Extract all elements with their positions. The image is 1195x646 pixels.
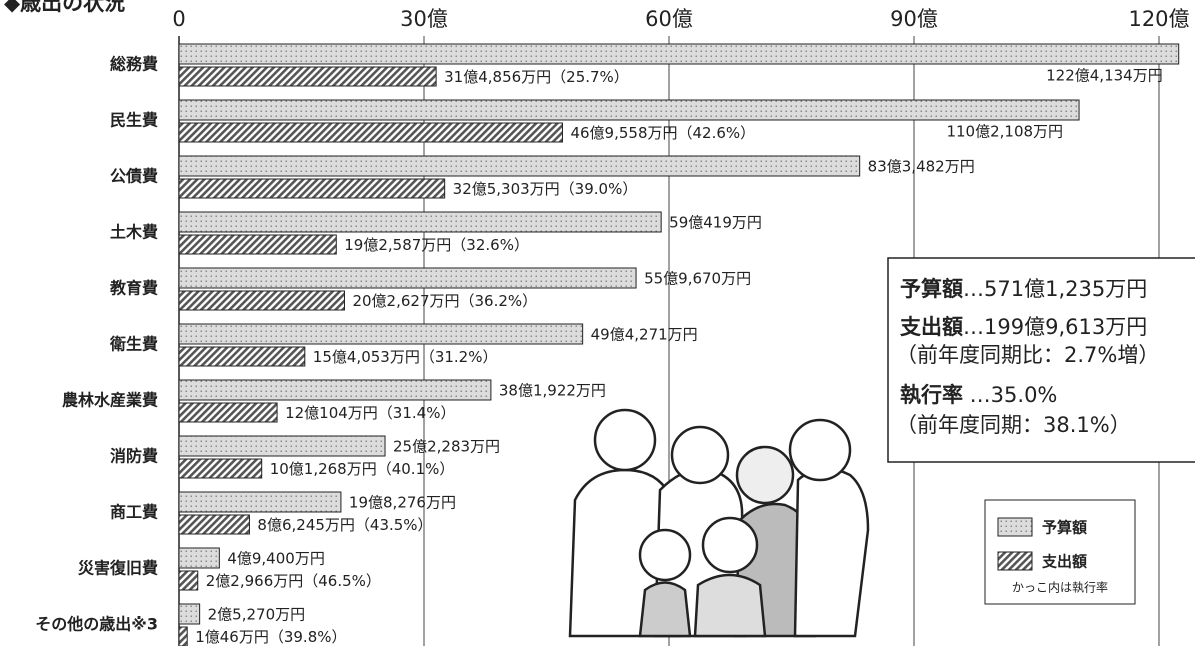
x-tick-label: 30億: [400, 7, 448, 31]
rate-note: （前年度同期：38.1%）: [896, 413, 1131, 437]
category-label: 衛生費: [109, 335, 158, 354]
value-label: 83億3,482万円: [868, 158, 975, 176]
budget-bar: [179, 100, 1079, 120]
category-label: 公債費: [110, 167, 158, 186]
value-label: 19億2,587万円（32.6%）: [344, 236, 529, 254]
budget-bar: [179, 44, 1179, 64]
spend-label: 支出額: [900, 315, 963, 339]
budget-bar: [179, 436, 385, 456]
value-label: 2億2,966万円（46.5%）: [206, 572, 381, 590]
value-label: 2億5,270万円: [208, 606, 305, 624]
spend-bar: [179, 67, 436, 86]
category-label: 農林水産業費: [62, 391, 158, 410]
chart: ◆歳出の状況 0 30億 60億 90億 120億 総務費 122億4,134万円 31億4…: [0, 0, 1195, 646]
category-label: 商工費: [110, 503, 158, 522]
x-tick-label: 90億: [890, 7, 938, 31]
x-tick-label: 120億: [1128, 7, 1189, 31]
spend-bar: [179, 571, 198, 590]
summary-rate: 執行率 …35.0%: [900, 383, 1057, 407]
category-label: その他の歳出※3: [35, 615, 158, 634]
budget-bar: [179, 380, 491, 400]
value-label: 110億2,108万円: [946, 123, 1063, 141]
category-label: 総務費: [110, 55, 158, 74]
value-label: 4億9,400万円: [227, 550, 324, 568]
budget-bar: [179, 548, 219, 568]
spend-bar: [179, 291, 344, 310]
budget-bar: [179, 156, 860, 176]
spend-text: …199億9,613万円: [963, 315, 1147, 339]
value-label: 32億5,303万円（39.0%）: [453, 180, 638, 198]
legend-swatch: [998, 518, 1032, 536]
spend-bar: [179, 515, 249, 534]
x-tick-label: 60億: [645, 7, 693, 31]
chart-title: ◆歳出の状況: [4, 0, 125, 15]
spend-bar: [179, 627, 187, 646]
value-label: 12億104万円（31.4%）: [285, 404, 455, 422]
budget-label: 予算額: [900, 277, 963, 301]
value-label: 49億4,271万円: [591, 326, 698, 344]
value-label: 15億4,053万円（31.2%）: [313, 348, 498, 366]
value-label: 31億4,856万円（25.7%）: [444, 68, 629, 86]
category-label: 消防費: [110, 447, 158, 466]
category-label: 土木費: [110, 223, 158, 242]
legend-label: 予算額: [1042, 519, 1087, 537]
summary-box: 予算額…571億1,235万円 支出額…199億9,613万円 （前年度同期比：…: [888, 258, 1195, 462]
budget-bar: [179, 604, 200, 624]
budget-bar: [179, 268, 636, 288]
value-label: 1億46万円（39.8%）: [195, 628, 346, 646]
summary-spend: 支出額…199億9,613万円: [900, 315, 1147, 339]
rate-label: 執行率: [900, 383, 963, 407]
value-label: 8億6,245万円（43.5%）: [257, 516, 432, 534]
spend-note: （前年度同期比：2.7%増）: [896, 343, 1159, 367]
spend-bar: [179, 403, 277, 422]
category-label: 災害復旧費: [78, 559, 158, 578]
legend-note: かっこ内は執行率: [1012, 580, 1108, 595]
budget-text: …571億1,235万円: [963, 277, 1147, 301]
illustration: [570, 410, 868, 636]
value-label: 20億2,627万円（36.2%）: [352, 292, 537, 310]
spend-bar: [179, 179, 445, 198]
value-label: 38億1,922万円: [499, 382, 606, 400]
legend-label: 支出額: [1041, 553, 1087, 571]
spend-bar: [179, 235, 336, 254]
value-label: 59億419万円: [669, 214, 762, 232]
x-tick-label: 0: [172, 7, 185, 31]
category-label: 民生費: [110, 111, 158, 130]
value-label: 19億8,276万円: [349, 494, 456, 512]
value-label: 46億9,558万円（42.6%）: [570, 124, 755, 142]
budget-bar: [179, 492, 341, 512]
summary-budget: 予算額…571億1,235万円: [900, 277, 1147, 301]
budget-bar: [179, 212, 661, 232]
rate-text: …35.0%: [963, 383, 1057, 407]
value-label: 10億1,268万円（40.1%）: [270, 460, 455, 478]
category-label: 教育費: [110, 279, 158, 298]
spend-bar: [179, 459, 262, 478]
budget-bar: [179, 324, 583, 344]
value-label: 25億2,283万円: [393, 438, 500, 456]
value-label: 122億4,134万円: [1046, 67, 1163, 85]
spend-bar: [179, 123, 562, 142]
legend-swatch: [998, 552, 1032, 570]
spend-bar: [179, 347, 305, 366]
value-label: 55億9,670万円: [644, 270, 751, 288]
